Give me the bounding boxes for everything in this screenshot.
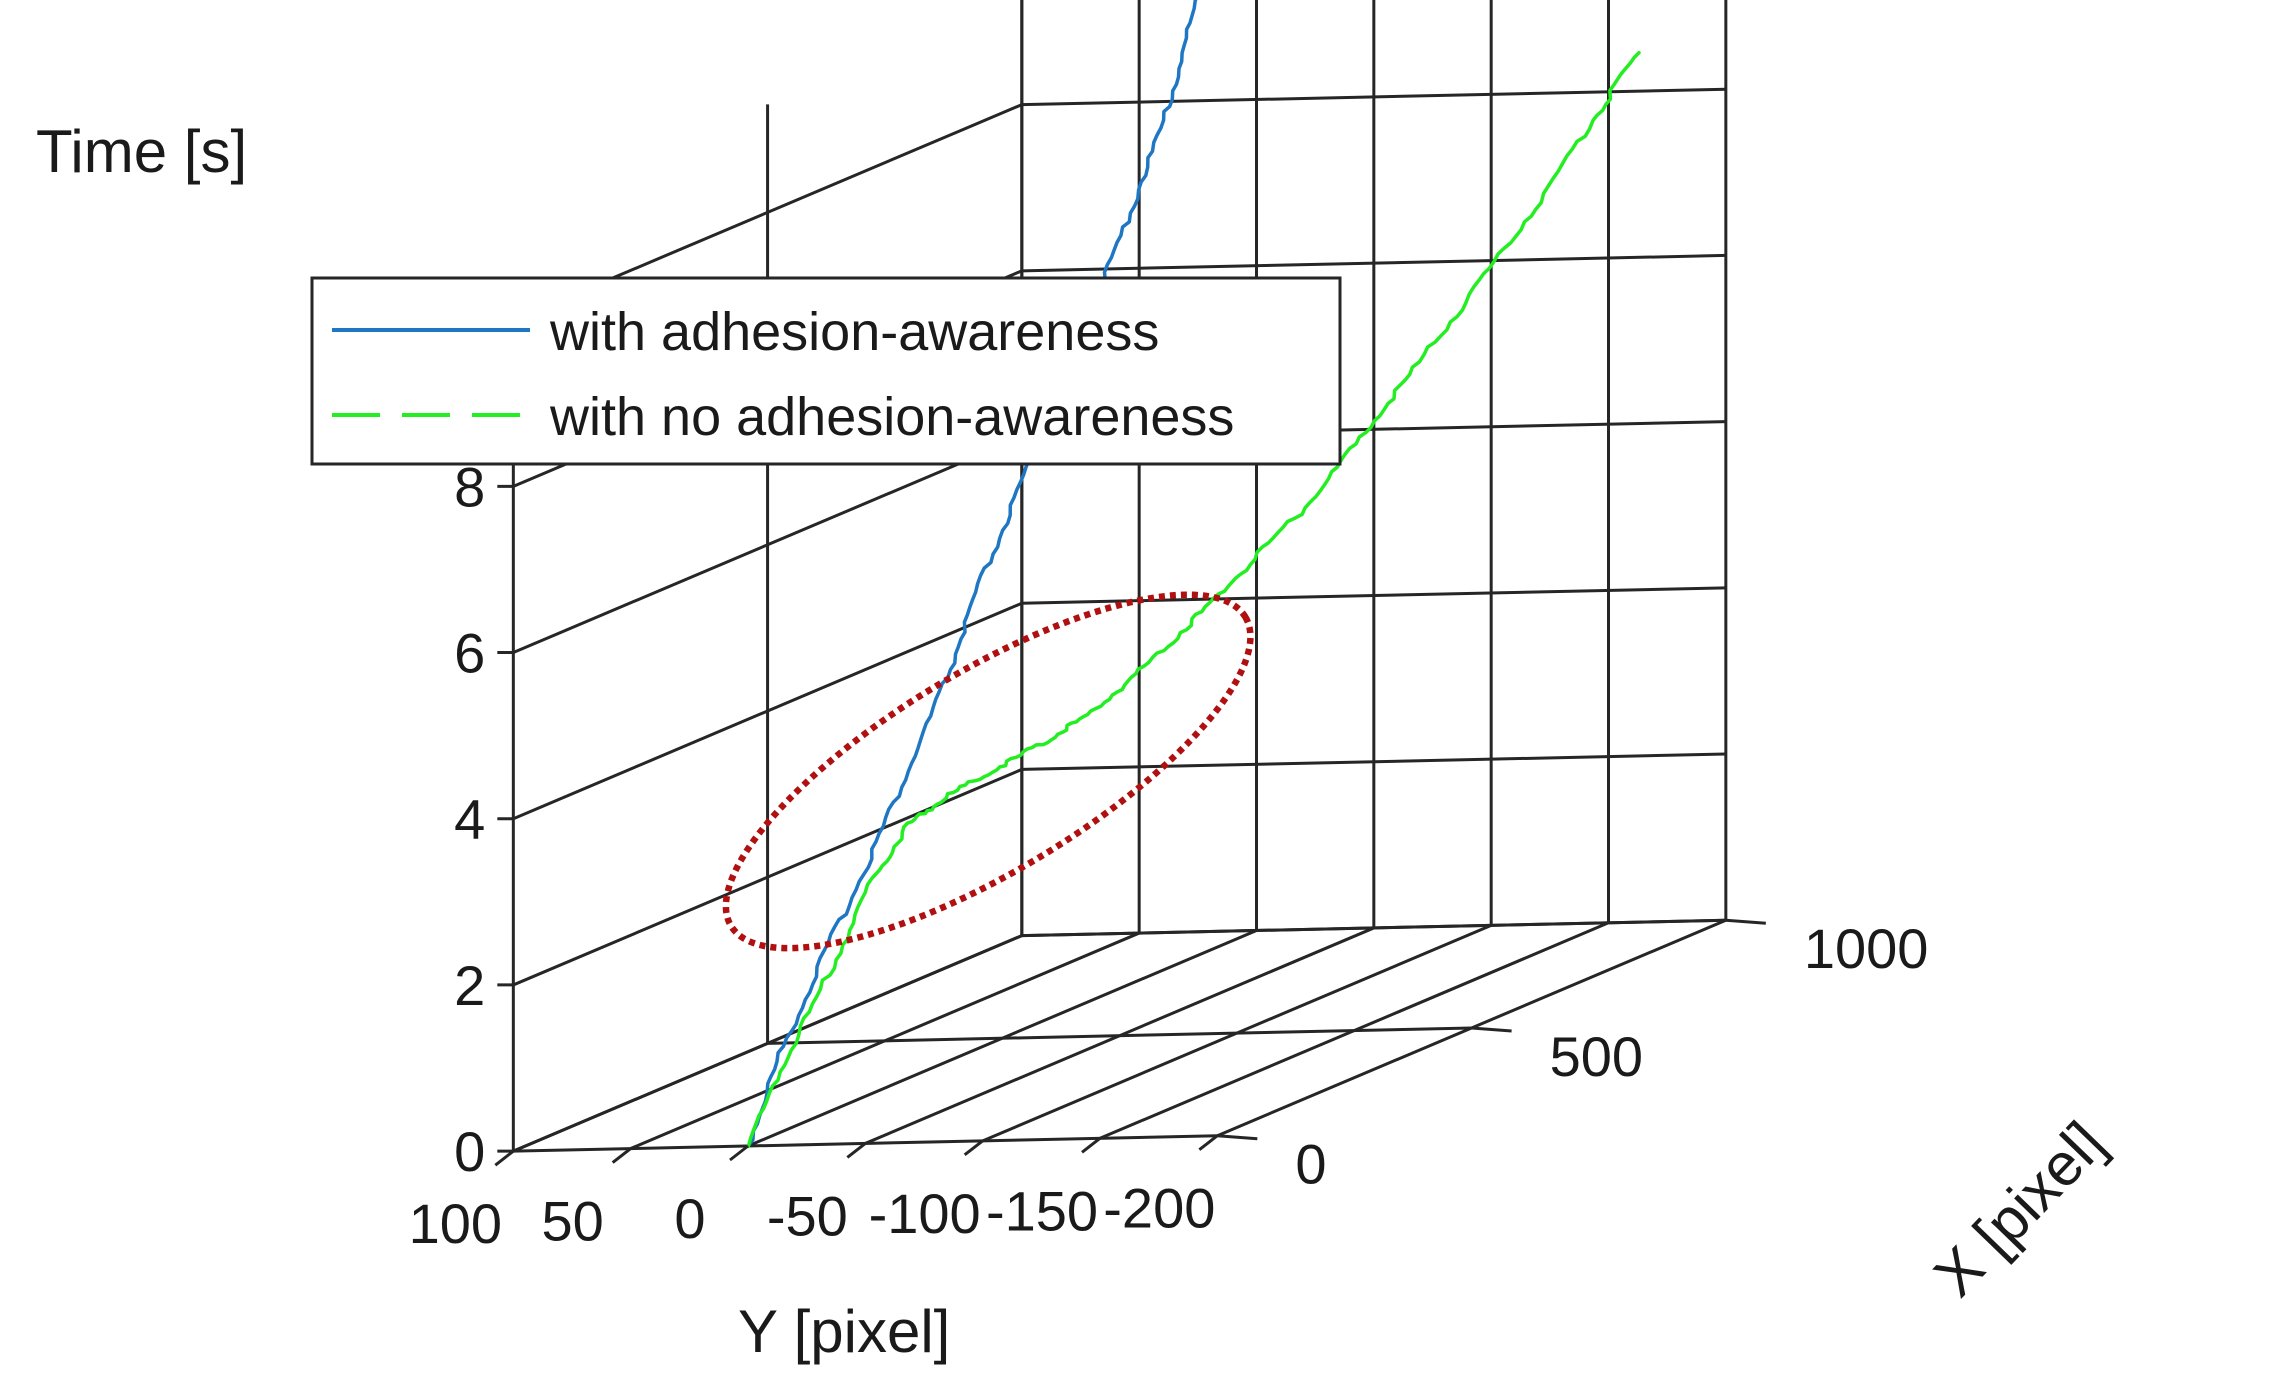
y-tick-label--100: -100 [869,1182,981,1245]
y-tick-label-50: 50 [542,1190,604,1253]
y-tick--150 [1081,1137,1101,1154]
highlight-ellipse-0 [722,591,1254,952]
floor-grid-x-500 [767,1026,1472,1045]
legend: with adhesion-awareness with no adhesion… [310,276,1342,466]
z-tick-label-8: 8 [454,455,485,518]
back-wall-horizontal-0 [1021,918,1726,938]
x-tick-1000 [1725,918,1766,925]
back-wall-horizontal-2 [1021,752,1726,771]
series-layer [746,0,1641,1149]
back-wall-horizontal-8 [1021,253,1726,273]
side-wall-diagonal-6 [512,435,1023,654]
annotation-layer [722,591,1254,952]
z-tick-label-6: 6 [454,622,485,685]
legend-label-with-adhesion-awareness: with adhesion-awareness [549,302,1159,362]
y-tick--50 [846,1142,867,1159]
legend-label-with-no-adhesion-awareness: with no adhesion-awareness [549,387,1234,447]
y-tick-label--200: -200 [1103,1177,1215,1240]
y-tick-label--150: -150 [986,1179,1098,1242]
x-tick-label-1000: 1000 [1804,917,1929,980]
side-wall-diagonal-4 [512,601,1023,821]
legend-box [310,276,1342,466]
x-tick-label-500: 500 [1550,1025,1643,1088]
y-tick-label-100: 100 [409,1192,502,1255]
x-tick-500 [1471,1026,1512,1033]
y-axis-label: Y [pixel] [738,1298,950,1365]
x-axis-label: X [pixel] [1921,1109,2117,1309]
z-tick-label-4: 4 [454,788,485,851]
y-tick-0 [729,1144,749,1162]
series-line-with-adhesion-awareness [746,0,1198,1148]
x-tick-label-0: 0 [1295,1133,1326,1196]
y-tick--100 [963,1139,984,1157]
y-tick-label-0: 0 [674,1187,705,1250]
y-tick-50 [611,1147,632,1164]
x-tick-0 [1217,1134,1258,1141]
z-tick-label-0: 0 [454,1120,485,1183]
z-tick-label-2: 2 [454,954,485,1017]
grid-layer [511,0,1728,1153]
y-tick-100 [494,1149,515,1167]
side-wall-diagonal-0 [512,934,1023,1153]
z-axis-label: Time [s] [36,118,247,185]
y-tick-label--50: -50 [767,1184,848,1247]
series-line-with-no-adhesion-awareness [746,50,1641,1149]
y-tick--200 [1198,1134,1219,1151]
